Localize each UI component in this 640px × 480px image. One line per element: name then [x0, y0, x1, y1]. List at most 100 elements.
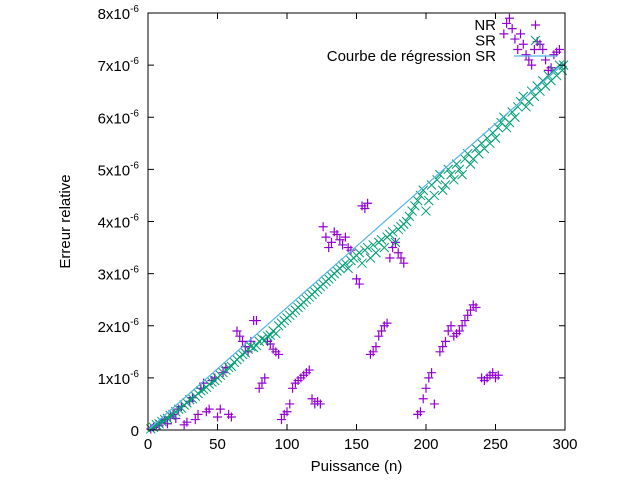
nr-point: [260, 373, 270, 383]
nr-point: [399, 258, 409, 268]
regression-line: [147, 62, 566, 431]
nr-point: [238, 336, 248, 346]
nr-point: [396, 253, 406, 263]
nr-point: [510, 34, 520, 44]
sr-point: [412, 195, 423, 206]
nr-point: [285, 399, 295, 409]
sr-point: [387, 227, 398, 237]
nr-point: [215, 404, 225, 414]
nr-point: [318, 222, 328, 232]
sr-point: [457, 169, 467, 180]
nr-point: [516, 29, 526, 39]
nr-point: [529, 44, 539, 54]
nr-point: [538, 44, 548, 54]
sr-point: [226, 361, 237, 372]
axes: [147, 12, 566, 431]
sr-point: [501, 122, 512, 133]
series-0: [146, 13, 564, 434]
nr-point: [513, 44, 523, 54]
nr-point: [332, 230, 342, 240]
legend-marker: [530, 35, 541, 46]
nr-point: [541, 55, 551, 65]
nr-point: [213, 412, 222, 422]
nr-point: [182, 417, 192, 427]
sr-point: [510, 112, 520, 123]
nr-point: [368, 347, 378, 357]
sr-point: [512, 101, 523, 112]
sr-point: [371, 247, 381, 258]
series-1: [145, 60, 569, 434]
y-tick-label: 8x10-6: [98, 4, 140, 23]
y-tick-label: 4x10-6: [98, 213, 140, 232]
nr-point: [554, 44, 564, 54]
nr-point: [254, 383, 264, 393]
nr-point: [352, 274, 361, 284]
nr-point: [377, 326, 387, 336]
x-tick-label: 50: [209, 436, 226, 453]
sr-point: [159, 414, 170, 425]
legend-label: NR: [474, 17, 496, 34]
sr-point: [357, 258, 367, 269]
nr-point: [521, 50, 531, 60]
nr-point: [443, 326, 453, 336]
x-tick-label: 200: [413, 436, 438, 453]
nr-point: [257, 378, 267, 388]
sr-point: [368, 240, 379, 250]
sr-point: [404, 211, 415, 222]
sr-point: [265, 330, 276, 340]
tick-labels: 0 50 100 150 200 250 300 0 1x10-6 2x10-6 3x10-6 4x1…: [98, 4, 578, 453]
sr-point: [354, 247, 365, 258]
nr-point: [507, 24, 517, 34]
nr-point: [338, 240, 348, 250]
y-axis-label: Erreur relative: [57, 174, 74, 268]
nr-point: [363, 198, 373, 208]
nr-point: [427, 368, 437, 378]
nr-point: [424, 373, 434, 383]
nr-point: [524, 55, 534, 65]
sr-point: [465, 159, 476, 170]
nr-point: [276, 415, 286, 425]
sr-point: [343, 263, 354, 274]
nr-point: [304, 365, 314, 375]
sr-point: [418, 185, 429, 196]
nr-point: [371, 342, 381, 352]
nr-point: [435, 347, 445, 357]
sr-point: [407, 206, 417, 216]
sr-point: [432, 174, 442, 185]
nr-point: [374, 331, 384, 341]
sr-point: [271, 328, 281, 339]
nr-point: [274, 349, 284, 359]
legend-marker: [531, 20, 540, 30]
sr-point: [362, 242, 373, 253]
x-tick-label: 300: [552, 436, 577, 453]
y-tick-label: 5x10-6: [98, 160, 140, 179]
x-tick-label: 0: [144, 436, 152, 453]
nr-point: [504, 13, 514, 23]
y-tick-label: 2x10-6: [98, 317, 140, 336]
sr-point: [207, 377, 217, 387]
nr-point: [382, 318, 392, 328]
nr-point: [340, 232, 350, 242]
nr-point: [488, 368, 498, 378]
nr-point: [527, 60, 537, 70]
nr-point: [421, 383, 431, 393]
sr-point: [184, 394, 195, 405]
nr-point: [282, 407, 292, 417]
nr-point: [465, 305, 475, 315]
nr-point: [499, 29, 509, 39]
nr-point: [193, 409, 203, 419]
nr-point: [324, 243, 334, 253]
sr-point: [195, 386, 206, 396]
nr-point: [251, 316, 261, 326]
nr-point: [438, 342, 448, 352]
x-axis-label: Puissance (n): [311, 458, 403, 475]
y-tick-label: 0: [131, 423, 139, 440]
nr-point: [518, 39, 528, 49]
sr-point: [376, 234, 387, 245]
sr-point: [251, 340, 262, 351]
nr-point: [288, 383, 298, 393]
nr-point: [460, 316, 470, 326]
y-tick-label: 3x10-6: [98, 265, 140, 284]
nr-point: [493, 370, 503, 380]
